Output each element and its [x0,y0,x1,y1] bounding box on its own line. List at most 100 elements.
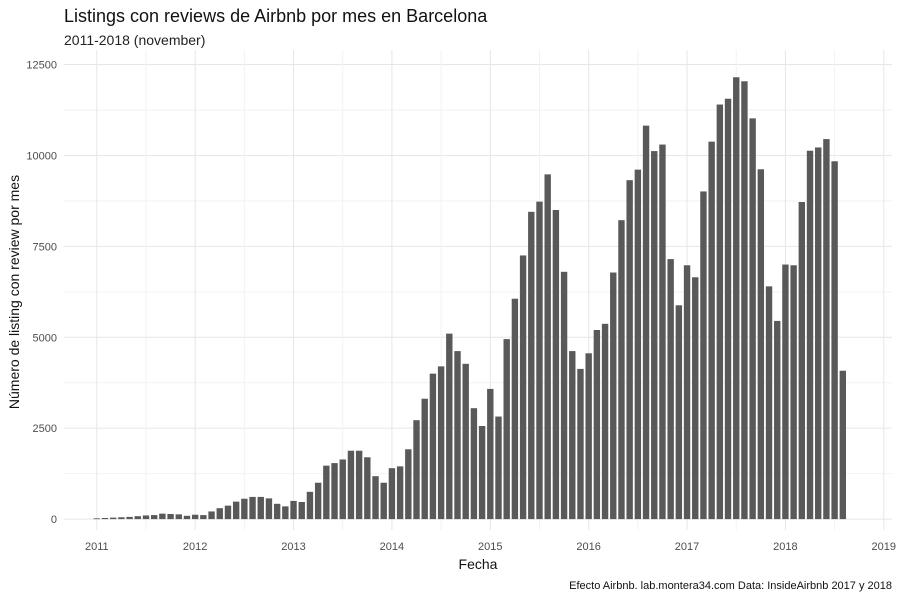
bar [487,388,494,520]
bar [364,457,371,520]
bar [511,298,519,520]
bar [683,265,691,520]
bar [528,211,535,520]
x-tick-label: 2012 [183,541,207,553]
bar [224,505,232,520]
bar [298,502,305,520]
bar [126,516,133,520]
bar [396,466,404,520]
x-tick-label: 2011 [85,541,109,553]
bar [536,201,543,520]
bar [806,150,814,520]
bar [560,271,568,520]
x-tick-label: 2014 [380,541,404,553]
x-tick-label: 2015 [478,541,502,553]
bar [118,517,125,520]
bar [552,210,560,520]
bar [101,518,109,520]
bar [585,353,592,520]
y-tick-label: 10000 [26,150,57,162]
bar [413,420,420,520]
y-tick-label: 12500 [26,60,57,72]
bar [232,501,240,520]
x-axis-ticks: 2011 2012 2013 2014 2015 2016 2017 2018 2019 [85,541,896,553]
bar [306,491,314,520]
bar [823,139,830,520]
bar [503,339,510,520]
bar [241,498,248,520]
bar [314,482,322,520]
bar [790,265,797,520]
y-tick-label: 5000 [33,332,57,344]
bar [618,220,625,520]
bar [331,463,338,520]
bar [470,408,478,520]
bar [175,514,182,520]
bar [167,514,174,520]
bar [716,104,724,520]
bar [200,515,207,520]
bar [429,373,437,520]
x-tick-label: 2016 [576,541,600,553]
x-tick-label: 2018 [773,541,797,553]
bar [462,363,469,520]
bar [519,255,527,520]
bar [134,516,141,520]
bar [282,506,289,520]
bar [815,147,822,520]
bar [708,141,715,520]
bar [183,515,191,520]
y-tick-label: 2500 [33,423,57,435]
bar [405,449,412,520]
bar [569,351,576,520]
chart-subtitle: 2011-2018 (november) [64,32,205,48]
bar [478,426,486,520]
bar [339,459,346,520]
bar [675,305,683,520]
bar [421,398,428,520]
bars [93,77,847,520]
y-tick-label: 7500 [33,241,57,253]
bar [839,370,847,520]
bar [700,191,707,520]
x-tick-label: 2017 [675,541,699,553]
x-tick-label: 2019 [872,541,896,553]
x-axis-title: Fecha [459,556,498,572]
bar [782,264,789,520]
bar [347,450,355,520]
bar [290,500,297,520]
bar [667,259,674,520]
bar [642,125,650,520]
bar [372,476,379,520]
bar [577,368,584,520]
bar [437,366,445,520]
bar [257,496,264,520]
bar [495,416,502,520]
bar [765,286,773,520]
bar [355,450,363,520]
bar [749,118,756,520]
bar [93,518,100,520]
bar [610,272,617,520]
bar [273,503,281,520]
bar [724,98,732,520]
chart-caption: Efecto Airbnb. lab.montera34.com Data: I… [569,580,892,592]
bar [741,81,748,520]
bar [798,202,806,520]
bar [265,498,273,520]
bar [634,169,642,520]
x-tick-label: 2013 [281,541,305,553]
bar [757,169,765,520]
bar [159,513,166,520]
bar [249,496,256,520]
bar [446,333,453,520]
bar [651,151,658,520]
bar [388,468,396,520]
y-axis-ticks: 0 2500 5000 7500 10000 12500 [26,60,57,527]
bar [626,180,633,520]
bar [208,511,215,520]
bar [216,508,223,520]
bar [831,161,838,520]
bar [733,77,740,520]
